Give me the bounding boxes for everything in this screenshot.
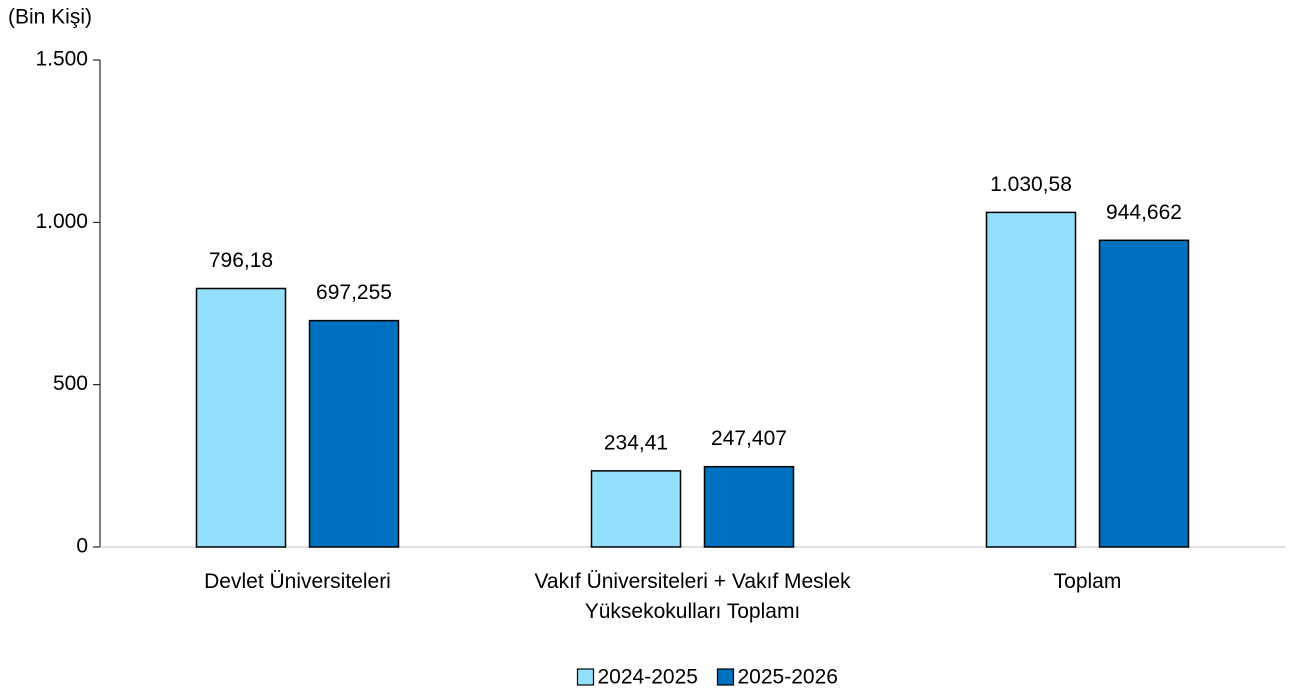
- y-axis-label: (Bin Kişi): [8, 6, 92, 29]
- bar: [1098, 239, 1190, 548]
- y-tick-label: 1.500: [35, 48, 88, 71]
- legend-swatch: [716, 668, 735, 686]
- legend-swatch: [576, 668, 595, 686]
- data-label: 796,18: [209, 249, 273, 272]
- x-tick-label-box: Devlet Üniversiteleri: [204, 570, 391, 593]
- data-label: 1.030,58: [990, 173, 1072, 196]
- bar: [195, 287, 287, 548]
- legend-label: 2025-2026: [738, 666, 838, 689]
- data-label: 234,41: [604, 431, 668, 454]
- bar: [985, 211, 1077, 548]
- data-label: 944,662: [1106, 201, 1182, 224]
- legend-label: 2024-2025: [598, 666, 698, 689]
- y-tick-label: 500: [53, 372, 88, 395]
- bar: [703, 465, 795, 548]
- y-tick-label: 1.000: [35, 210, 88, 233]
- bar: [308, 319, 400, 548]
- data-label: 247,407: [711, 427, 787, 450]
- x-tick-label-box: Toplam: [1053, 570, 1122, 593]
- y-tick-label: 0: [76, 535, 88, 558]
- x-tick-label-box: Vakıf Üniversiteleri + Vakıf Meslek Yüks…: [534, 570, 851, 623]
- x-tick-label: Devlet Üniversiteleri: [204, 570, 391, 593]
- x-tick-label: Toplam: [1053, 570, 1122, 593]
- x-tick-label: Vakıf Üniversiteleri + Vakıf Meslek Yüks…: [534, 570, 851, 623]
- bar: [590, 470, 682, 548]
- data-label: 697,255: [316, 281, 392, 304]
